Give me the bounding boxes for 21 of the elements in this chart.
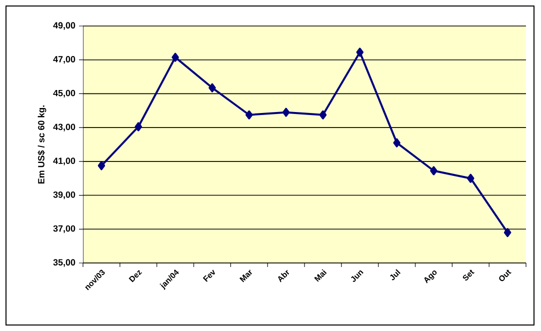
point (393, 138, 400, 148)
point (430, 166, 438, 176)
point (98, 161, 106, 170)
y-tick-label: 47,00 (53, 56, 76, 64)
y-tick-label: 43,00 (53, 124, 76, 132)
point (172, 52, 179, 62)
y-tick-label: 37,00 (53, 225, 76, 233)
y-axis-title: Em US$ / sc 60 kg. (38, 106, 46, 184)
y-tick-label: 49,00 (53, 22, 76, 30)
point (356, 48, 364, 57)
y-tick-label: 39,00 (53, 191, 76, 200)
point (208, 83, 216, 92)
point (467, 174, 474, 183)
point (319, 110, 327, 120)
y-tick-label: 35,00 (53, 259, 76, 267)
y-tick-label: 45,00 (53, 90, 76, 98)
point (282, 108, 290, 117)
point (504, 228, 512, 238)
point (246, 110, 253, 120)
y-tick-label: 41,00 (53, 158, 76, 166)
point (134, 122, 142, 132)
